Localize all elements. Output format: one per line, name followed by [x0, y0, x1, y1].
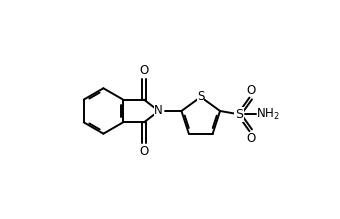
- Text: O: O: [246, 132, 255, 145]
- Text: N: N: [154, 104, 163, 117]
- Text: S: S: [235, 108, 243, 121]
- Text: O: O: [139, 64, 149, 77]
- Text: NH$_2$: NH$_2$: [256, 107, 280, 122]
- Text: O: O: [139, 145, 149, 158]
- Text: S: S: [197, 90, 204, 103]
- Text: O: O: [246, 84, 255, 97]
